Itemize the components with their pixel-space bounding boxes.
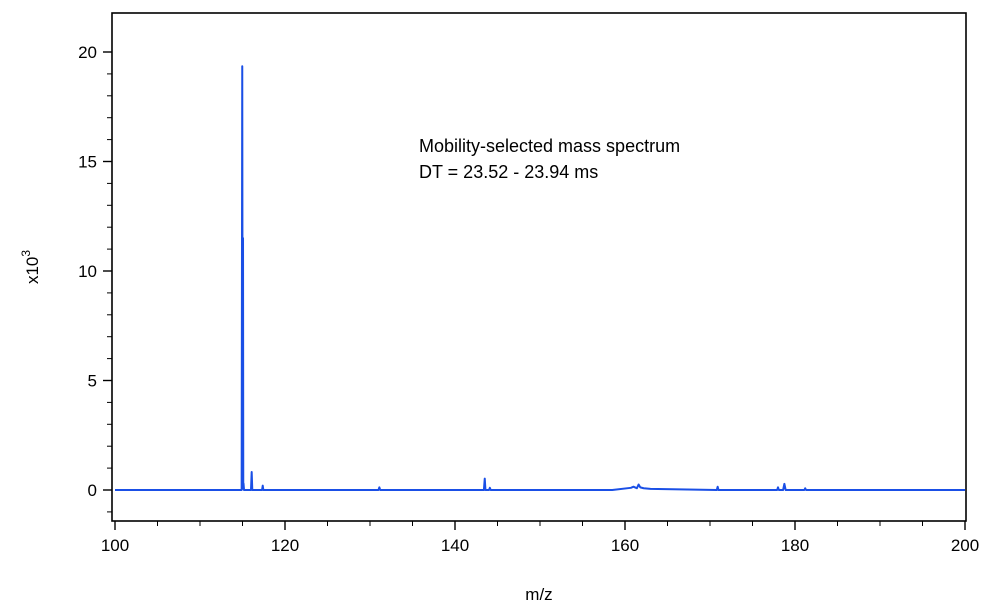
y-tick-label: 5 — [88, 372, 97, 391]
y-tick-label: 10 — [78, 262, 97, 281]
x-axis-ticks: 100 120 140 160 180 200 — [101, 521, 979, 555]
x-tick-label: 160 — [611, 536, 639, 555]
x-tick-label: 200 — [951, 536, 979, 555]
plot-frame — [111, 12, 967, 522]
y-axis-title-exponent: 3 — [19, 250, 33, 257]
y-axis-title-base: x10 — [23, 257, 42, 284]
x-tick-label: 140 — [441, 536, 469, 555]
annotation-title: Mobility-selected mass spectrum — [419, 136, 680, 156]
spectrum-trace — [115, 65, 965, 491]
plot-data — [115, 65, 965, 491]
x-tick-label: 180 — [781, 536, 809, 555]
annotation-drift-time: DT = 23.52 - 23.94 ms — [419, 162, 598, 182]
y-tick-label: 0 — [88, 481, 97, 500]
x-axis-title: m/z — [525, 585, 552, 604]
y-axis-ticks: 0 5 10 15 20 — [78, 43, 112, 513]
y-axis-title: x103 — [19, 250, 42, 284]
y-tick-label: 15 — [78, 153, 97, 172]
x-tick-label: 100 — [101, 536, 129, 555]
x-tick-label: 120 — [271, 536, 299, 555]
y-tick-label: 20 — [78, 43, 97, 62]
